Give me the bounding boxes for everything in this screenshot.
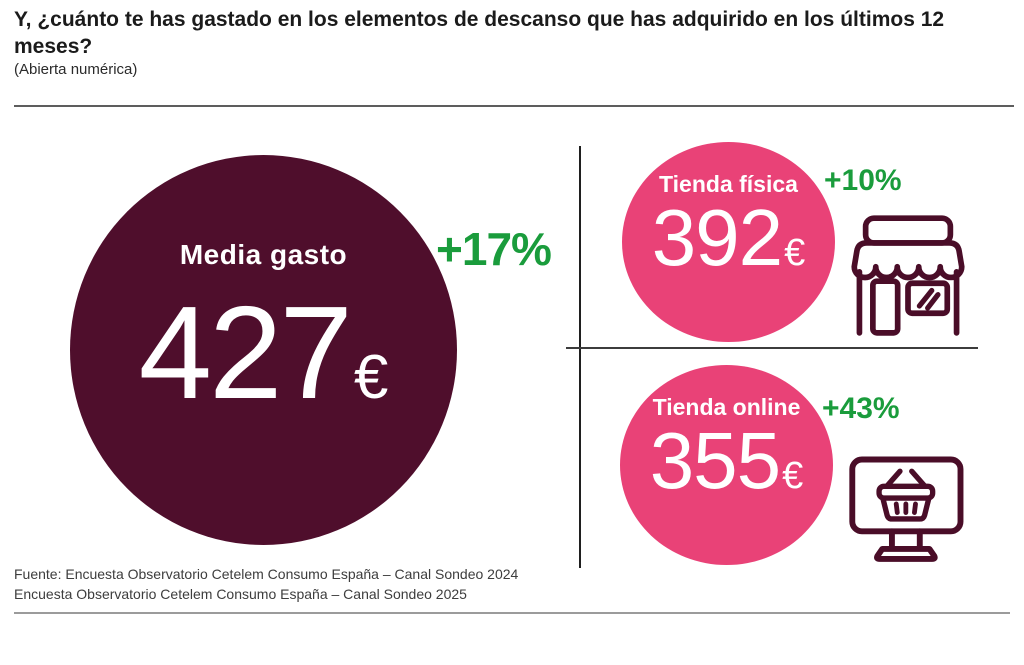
tienda-fisica-change-badge: +10% xyxy=(824,164,902,197)
euro-symbol: € xyxy=(353,343,389,412)
media-gasto-value: 427 xyxy=(138,279,353,426)
source-note: Fuente: Encuesta Observatorio Cetelem Co… xyxy=(14,564,518,604)
media-gasto-bubble: Media gasto 427 € xyxy=(70,155,457,545)
bottom-divider-line xyxy=(14,612,1010,614)
question-subtitle: (Abierta numérica) xyxy=(14,61,138,78)
tienda-online-change-badge: +43% xyxy=(822,392,900,425)
top-divider-line xyxy=(14,105,1014,107)
tienda-fisica-bubble: Tienda física 392 € xyxy=(622,142,835,342)
media-gasto-change-badge: +17% xyxy=(436,223,552,275)
tienda-online-value: 355 xyxy=(649,416,781,505)
media-gasto-value-row: 427 € xyxy=(70,287,457,419)
tienda-fisica-label: Tienda física xyxy=(659,171,798,197)
right-panel-divider-line xyxy=(566,347,978,349)
question-title: Y, ¿cuánto te has gastado en los element… xyxy=(14,8,945,58)
euro-symbol: € xyxy=(782,455,804,497)
tienda-fisica-value-row: 392 € xyxy=(622,198,835,278)
tienda-online-label: Tienda online xyxy=(652,394,801,420)
source-line-2: Encuesta Observatorio Cetelem Consumo Es… xyxy=(14,586,467,602)
storefront-icon xyxy=(851,215,965,336)
vertical-divider-line xyxy=(579,146,581,568)
tienda-online-bubble: Tienda online 355 € xyxy=(620,365,833,565)
monitor-shopping-basket-icon xyxy=(849,456,964,562)
tienda-fisica-value: 392 xyxy=(651,193,783,282)
media-gasto-label: Media gasto xyxy=(179,239,348,270)
source-line-1: Fuente: Encuesta Observatorio Cetelem Co… xyxy=(14,566,519,582)
euro-symbol: € xyxy=(784,232,806,274)
tienda-online-value-row: 355 € xyxy=(620,421,833,501)
